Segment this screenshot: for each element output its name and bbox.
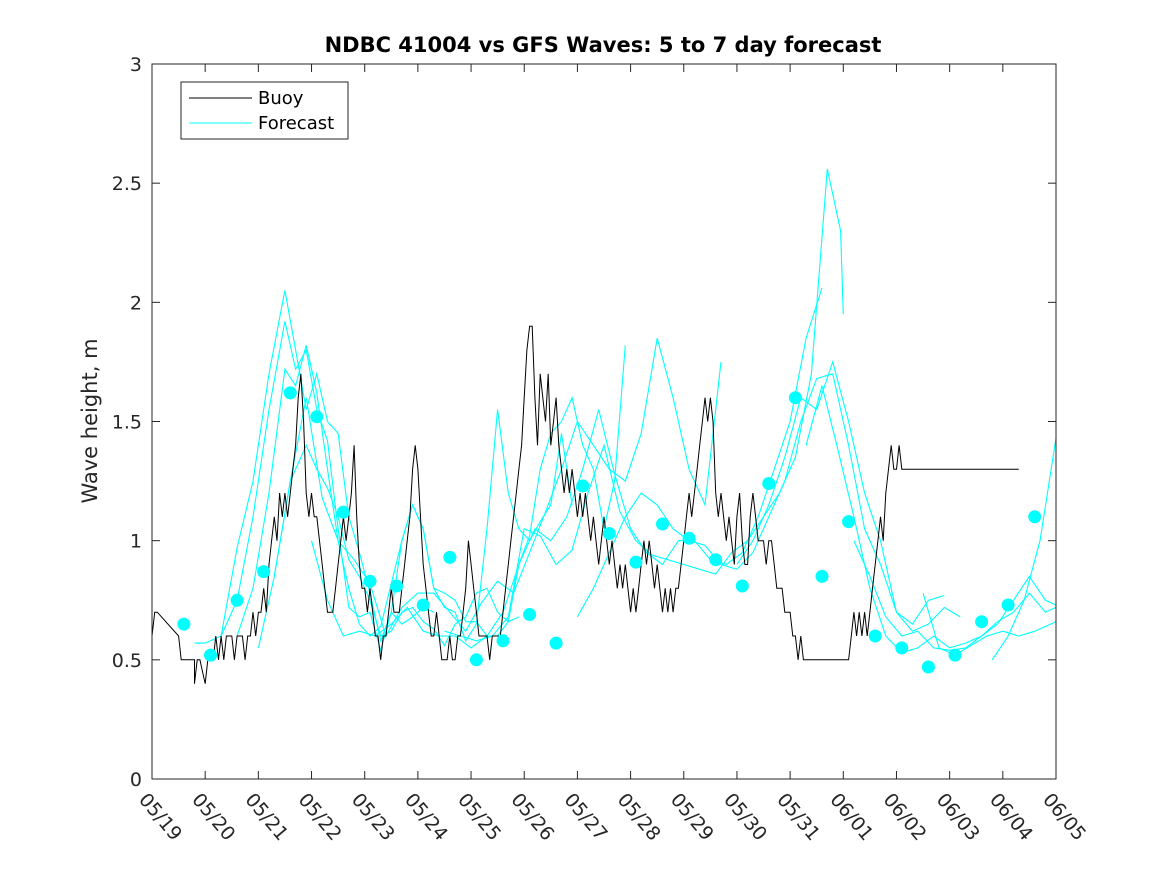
buoy-line [152,325,1019,684]
forecast-point [629,555,643,569]
forecast-line-8 [576,373,945,625]
y-tick-label: 1 [130,531,142,553]
forecast-line-5 [273,337,722,638]
forecast-point [868,629,882,643]
forecast-line-2 [220,321,520,653]
forecast-line-6 [310,287,823,649]
forecast-point [416,598,430,612]
forecast-point [921,660,935,674]
legend: Buoy Forecast [180,81,349,140]
series-group [152,168,1056,684]
y-tick-label: 2.5 [112,173,142,195]
y-axis-label: Wave height, m [78,338,102,503]
forecast-point [895,641,909,655]
forecast-line-3 [236,345,573,643]
forecast-point [948,648,962,662]
legend-forecast-label: Forecast [258,113,334,134]
forecast-point [283,386,297,400]
forecast-point [469,653,483,667]
forecast-line-12 [922,592,1056,656]
legend-buoy-label: Buoy [258,88,304,109]
forecast-point [177,617,191,631]
forecast-point [390,579,404,593]
forecast-point [576,479,590,493]
forecast-point [602,527,616,540]
y-tick-label: 1.5 [112,412,142,434]
forecast-line-13 [991,438,1056,661]
forecast-point [735,579,749,593]
forecast-point [1001,598,1015,612]
forecast-point [523,608,537,621]
forecast-point [336,505,350,519]
forecast-point [682,531,696,545]
y-tick-label: 3 [130,54,142,76]
forecast-point [656,517,669,531]
forecast-point [842,515,856,529]
y-tick-label: 0.5 [112,650,142,672]
forecast-line-9 [736,359,961,632]
forecast-point [257,565,271,579]
forecast-point [709,553,723,567]
y-tick-label: 0 [130,769,142,791]
forecast-line-10 [805,385,1056,654]
forecast-point [230,593,244,607]
forecast-point [443,550,457,564]
forecast-line-4 [257,345,626,649]
y-tick-label: 2 [130,292,142,314]
forecast-point [310,410,324,424]
forecast-point [363,574,377,588]
forecast-line-7 [444,168,844,642]
forecast-point [762,477,776,490]
chart-title: NDBC 41004 vs GFS Waves: 5 to 7 day fore… [325,33,882,57]
forecast-point [815,569,829,583]
legend-box [180,81,349,140]
forecast-point [204,648,217,662]
forecast-line-11 [853,540,1056,651]
forecast-point [1028,510,1042,524]
forecast-point [975,615,989,629]
forecast-point [788,391,802,405]
forecast-point [496,634,510,648]
forecast-point [549,636,563,650]
plot-area [152,168,1056,684]
forecast-line-1 [194,290,435,644]
